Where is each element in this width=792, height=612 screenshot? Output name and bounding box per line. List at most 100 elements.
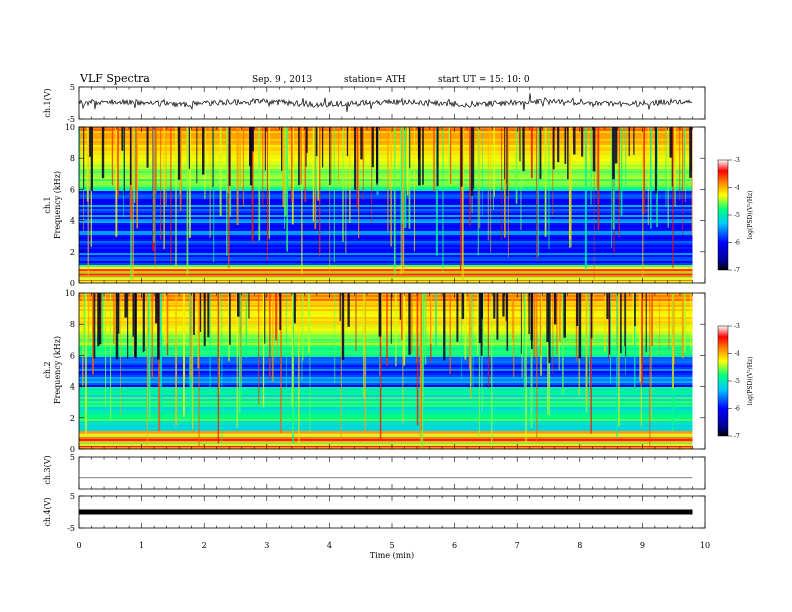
- ch2-spectrogram-sferic-streak: [189, 293, 190, 392]
- ch4-waveform-ytick-label: 5: [70, 492, 75, 501]
- ch1-spectrogram-sferic-streak: [358, 127, 360, 238]
- ch3-wave-ylabel: ch.3(V): [43, 455, 52, 484]
- ch1-spectrogram-dark-streak: [409, 127, 411, 169]
- ch2-spectrogram-sferic-streak: [590, 293, 592, 434]
- ch1-spectrogram-dark-streak: [689, 127, 692, 178]
- ch2-spectrogram-sferic-streak: [238, 293, 241, 413]
- ch1-spectrogram-sferic-streak: [647, 127, 649, 226]
- ch1-spectrogram-sferic-streak: [393, 127, 396, 275]
- ch2-spectrogram-colorbar-tick-label: -7: [734, 433, 740, 440]
- ch1-spectrogram-dark-streak: [417, 127, 420, 160]
- ch1-spectrogram-sferic-streak: [291, 127, 293, 202]
- ch1-spectrogram-sferic-streak: [537, 127, 539, 257]
- ch1-spectrogram-band: [79, 235, 693, 237]
- ch2-spectrogram-sferic-streak: [423, 293, 424, 401]
- ch1-spectrogram-sferic-streak: [179, 127, 181, 194]
- ch1-spectrogram-dark-streak: [557, 127, 560, 163]
- ch2-spectrogram-sferic-streak: [275, 293, 277, 341]
- ch2-spectrogram-dark-streak: [609, 293, 611, 355]
- ch2-spectrogram-band: [79, 417, 693, 419]
- ch2-spectrogram-dark-streak: [264, 293, 266, 344]
- ch2-spectrogram-lowfreq-line: [79, 433, 693, 435]
- ch1-spectrogram-dark-streak: [101, 127, 105, 179]
- ch2-spectrogram-colorbar-tick-label: -3: [734, 323, 740, 330]
- ch2-spectrogram-dark-streak: [399, 293, 401, 320]
- ch2-spectrogram-sferic-streak: [113, 293, 115, 344]
- ch1-spectrogram-sferic-streak: [683, 127, 685, 187]
- ch2-spectrogram-dark-streak: [461, 293, 465, 320]
- ch2-spectrogram-sferic-streak: [197, 293, 200, 369]
- ch1-spectrogram-dark-streak: [322, 127, 324, 168]
- ch2-spectrogram-sferic-streak: [641, 293, 643, 385]
- ch2-spectrogram-sferic-streak: [421, 293, 424, 447]
- ch1-spectrogram-band: [79, 265, 693, 267]
- ch1-spectrogram-band: [79, 261, 693, 263]
- ch1-spectrogram-band: [79, 193, 693, 195]
- ch2-spectrogram-colorbar-tick-label: -5: [734, 378, 740, 385]
- ch1-spectrogram-sferic-streak: [219, 127, 222, 216]
- ch1-spectrogram-band: [79, 277, 693, 279]
- x-tick-label: 5: [389, 541, 394, 550]
- ch1-spectrogram-sferic-streak: [331, 127, 332, 184]
- ch1-spectrogram-sferic-streak: [134, 127, 136, 203]
- ch1-spectrogram-sferic-streak: [239, 127, 241, 189]
- ch2-spectrogram-sferic-streak: [634, 293, 636, 387]
- ch4-wave-ylabel: ch.4(V): [43, 497, 52, 526]
- ch1-spectrogram-sferic-streak: [487, 127, 489, 241]
- ch2-spectrogram-dark-streak: [142, 293, 145, 353]
- ch2-spectrogram-sferic-streak: [280, 293, 282, 434]
- ch2-spectrogram-sferic-streak: [558, 293, 561, 343]
- ch1-spectrogram-band: [79, 245, 693, 247]
- ch2-spectrogram-band: [79, 431, 693, 433]
- ch1-spectrogram-dark-streak: [251, 127, 254, 152]
- ch1-spectrogram-sferic-streak: [155, 127, 157, 194]
- ch1-spectrogram-band: [79, 161, 693, 163]
- ch2-spectrogram-band: [79, 325, 693, 327]
- ch1-spectrogram-dark-streak: [654, 127, 657, 194]
- ch2-spectrogram-sferic-streak: [536, 293, 538, 442]
- ch2-spectrogram-dark-streak: [97, 293, 100, 347]
- ch1-spectrogram-band: [79, 153, 693, 155]
- ch2-spectrogram-sferic-streak: [83, 293, 85, 341]
- ch1-spectrogram-sferic-streak: [402, 127, 405, 274]
- ch2-spectrogram-sferic-streak: [302, 293, 304, 361]
- ch1-spectrogram-band: [79, 259, 693, 261]
- ch1-spectrogram-sferic-streak: [477, 127, 479, 256]
- ch2-spectrogram-sferic-streak: [245, 293, 247, 358]
- ch1-spectrogram-dark-streak: [188, 127, 190, 169]
- ch2-spectrogram-band: [79, 295, 693, 297]
- ch2-spectrogram-dark-streak: [93, 293, 96, 359]
- ch1-spectrogram-band: [79, 253, 693, 255]
- x-axis-label: Time (min): [370, 551, 414, 560]
- ch2-spectrogram-sferic-streak: [513, 293, 515, 377]
- ch1-spectrogram-band: [79, 157, 693, 159]
- ch2-spectrogram-band: [79, 365, 693, 367]
- ch2-spectrogram-sferic-streak: [604, 293, 606, 352]
- ch1-spectrogram-sferic-streak: [413, 127, 415, 252]
- ch1-spectrogram-dark-streak: [506, 127, 508, 197]
- ch2-spectrogram-sferic-streak: [523, 293, 526, 402]
- ch2-spectrogram-band: [79, 349, 693, 351]
- ch1-spectrogram-sferic-streak: [459, 127, 462, 271]
- ch1-spectrogram-dark-streak: [298, 127, 300, 186]
- ch1-spectrogram-band: [79, 227, 693, 229]
- ch1-spectrogram-band: [79, 129, 693, 131]
- ch1-spectrogram-ytick-label: 0: [70, 279, 75, 288]
- ch1-spectrogram-sferic-streak: [154, 127, 156, 267]
- ch1-spectrogram-band: [79, 177, 693, 179]
- ch2-spectrogram-sferic-streak: [149, 293, 151, 422]
- ch1-spectrogram-sferic-streak: [611, 127, 612, 249]
- ch2-spectrogram-band: [79, 341, 693, 343]
- ch2-spectrogram-band: [79, 393, 693, 395]
- ch1-spectrogram-band: [79, 241, 693, 243]
- ch2-spectrogram-dark-streak: [199, 293, 202, 332]
- x-tick-label: 7: [515, 541, 520, 550]
- ch1-spectrogram-dark-streak: [422, 127, 424, 185]
- ch2-spectrogram-sferic-streak: [240, 293, 242, 382]
- ch1-spectrogram-sferic-streak: [530, 127, 533, 179]
- ch2-spectrogram-band: [79, 337, 693, 339]
- ch1-colorbar-gradient: [717, 159, 729, 271]
- ch1-spectrogram-band: [79, 159, 693, 161]
- ch2-spectrogram-dark-streak: [98, 293, 102, 345]
- ch2-spectrogram-sferic-streak: [269, 293, 271, 380]
